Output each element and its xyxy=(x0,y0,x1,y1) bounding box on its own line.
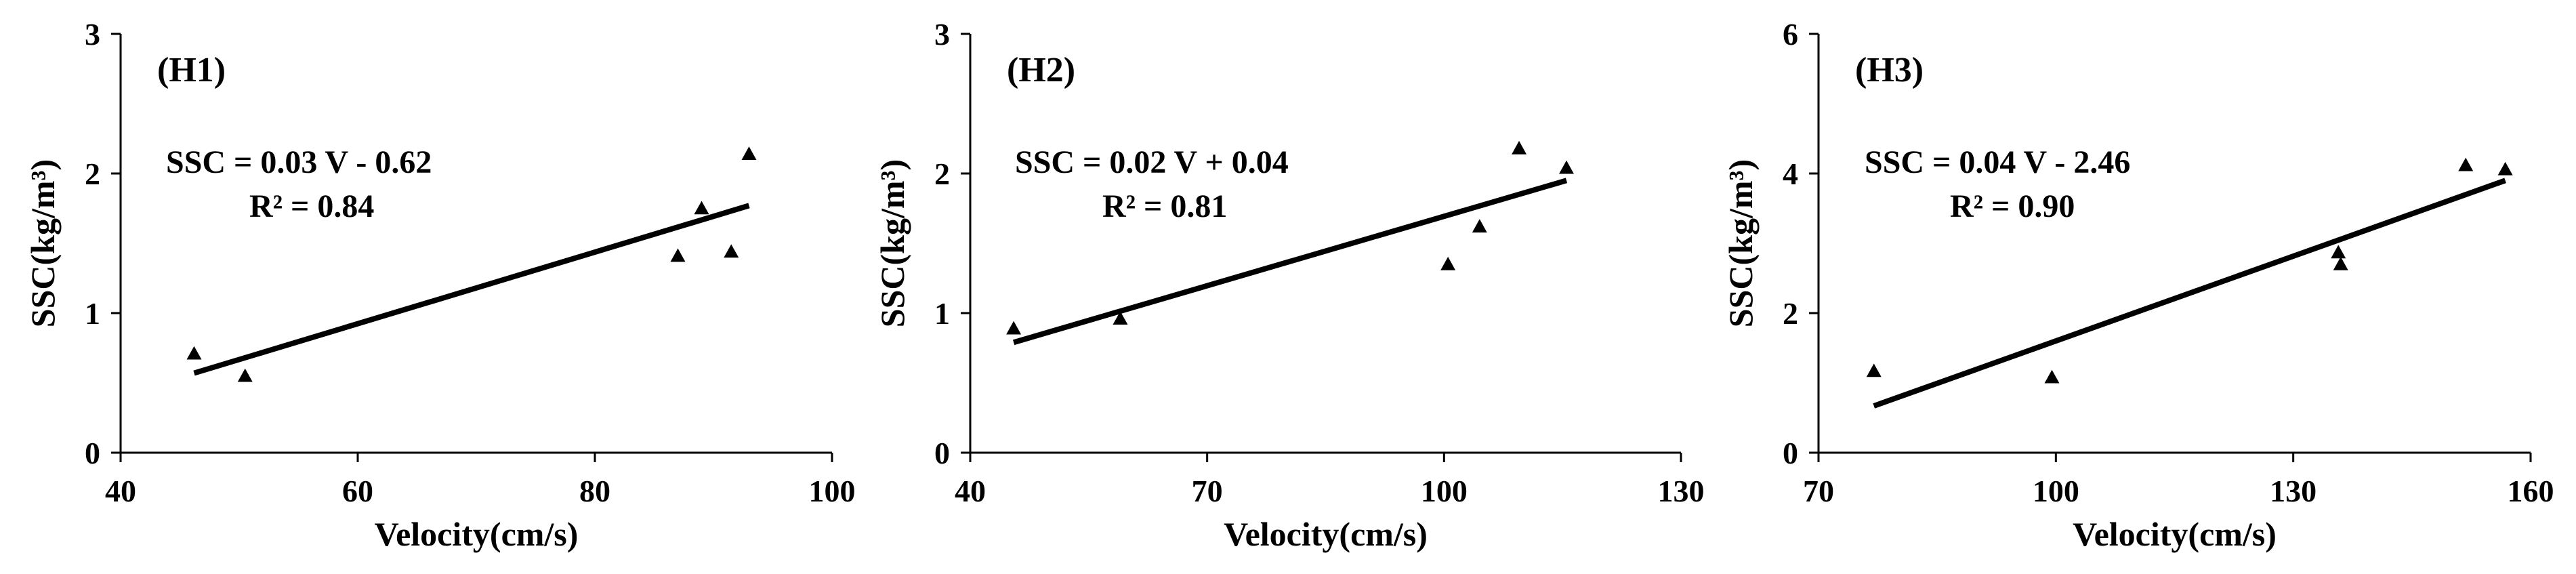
regression-equation: SSC = 0.02 V + 0.04 xyxy=(1015,144,1289,180)
regression-equation: SSC = 0.03 V - 0.62 xyxy=(166,144,432,180)
data-point-triangle xyxy=(1512,140,1527,155)
x-axis-label: Velocity(cm/s) xyxy=(375,515,579,553)
regression-equation: SSC = 0.04 V - 2.46 xyxy=(1865,144,2130,180)
data-point-triangle xyxy=(2458,157,2474,171)
r-squared-label: R² = 0.90 xyxy=(1950,188,2075,224)
x-tick-label: 60 xyxy=(342,474,373,508)
data-point-triangle xyxy=(186,346,202,360)
y-tick-label: 4 xyxy=(1783,157,1798,191)
data-point-triangle xyxy=(2044,369,2060,384)
data-point-triangle xyxy=(1006,321,1022,335)
y-tick-label: 0 xyxy=(1783,436,1798,470)
y-tick-label: 3 xyxy=(934,17,950,52)
x-tick-label: 40 xyxy=(955,474,986,508)
y-tick-label: 2 xyxy=(1783,296,1798,331)
data-point-triangle xyxy=(724,244,739,258)
chart-panel-1: 40 60 80 100 0 1 2 3 Velocity(cm/s) SSC(kg/m³) (H1… xyxy=(24,17,856,553)
x-axis-label: Velocity(cm/s) xyxy=(2073,515,2277,553)
x-tick-label: 130 xyxy=(2270,474,2317,508)
x-tick-label: 160 xyxy=(2508,474,2554,508)
y-tick-label: 2 xyxy=(934,157,950,191)
x-tick-label: 70 xyxy=(1192,474,1223,508)
x-tick-label: 130 xyxy=(1658,474,1705,508)
data-point-triangle xyxy=(1866,363,1882,377)
panel-label: (H1) xyxy=(157,51,226,89)
panel-label: (H2) xyxy=(1007,51,1075,89)
y-tick-label: 3 xyxy=(85,17,100,52)
data-point-triangle xyxy=(1440,256,1456,270)
y-tick-label: 2 xyxy=(85,157,100,191)
y-axis-label: SSC(kg/m³) xyxy=(24,159,62,327)
trendline xyxy=(1873,178,2506,409)
data-point-triangle xyxy=(2333,256,2348,270)
chart-panel-2: 40 70 100 130 0 1 2 3 Velocity(cm/s) SSC(kg/m³) (H… xyxy=(873,17,1705,553)
x-tick-label: 100 xyxy=(1421,474,1468,508)
chart-panel-3: 70 100 130 160 0 2 4 6 Velocity(cm/s) SSC(kg/m³) (… xyxy=(1722,17,2554,553)
data-point-triangle xyxy=(2331,245,2346,259)
data-point-triangle xyxy=(694,201,709,215)
x-tick-label: 80 xyxy=(579,474,610,508)
y-tick-label: 0 xyxy=(934,436,950,470)
data-point-triangle xyxy=(1472,219,1487,233)
r-squared-label: R² = 0.84 xyxy=(249,188,374,224)
x-tick-label: 100 xyxy=(809,474,856,508)
y-axis-label: SSC(kg/m³) xyxy=(873,159,911,327)
y-tick-label: 1 xyxy=(85,296,100,331)
data-point-triangle xyxy=(237,368,253,382)
data-point-triangle xyxy=(1558,160,1574,174)
panel-label: (H3) xyxy=(1855,51,1924,89)
x-axis-label: Velocity(cm/s) xyxy=(1224,515,1428,553)
y-tick-label: 1 xyxy=(934,296,950,331)
data-point-triangle xyxy=(1113,311,1128,325)
data-point-triangle xyxy=(2497,161,2513,176)
trendline xyxy=(1012,178,1568,346)
x-tick-label: 70 xyxy=(1803,474,1834,508)
data-point-triangle xyxy=(670,248,686,262)
y-tick-label: 6 xyxy=(1783,17,1798,52)
y-axis-label: SSC(kg/m³) xyxy=(1722,159,1760,327)
trendline xyxy=(193,203,750,376)
x-tick-label: 100 xyxy=(2033,474,2079,508)
data-point-triangle xyxy=(741,146,757,160)
y-tick-label: 0 xyxy=(85,436,100,470)
r-squared-label: R² = 0.81 xyxy=(1102,188,1227,224)
x-tick-label: 40 xyxy=(105,474,136,508)
